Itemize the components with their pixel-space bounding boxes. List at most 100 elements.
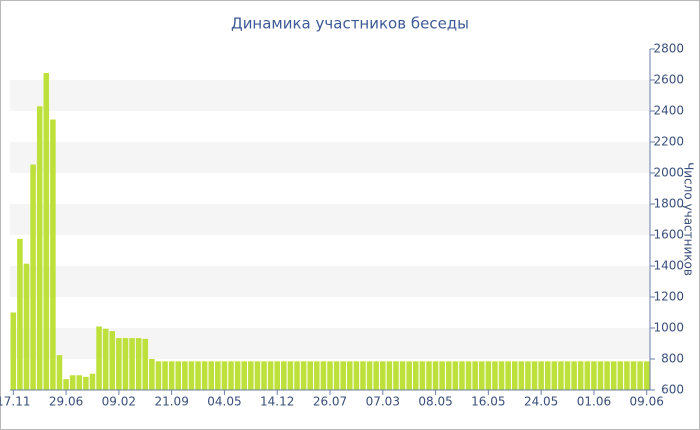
bar: [386, 361, 393, 390]
bar: [413, 361, 419, 390]
bar: [459, 361, 465, 390]
bar: [406, 361, 412, 390]
bar: [591, 361, 597, 390]
bar: [50, 119, 56, 391]
bar: [518, 361, 525, 390]
y-tick-label: 2400: [653, 104, 684, 118]
bar: [96, 326, 102, 390]
bar: [261, 361, 267, 390]
y-tick-label: 1800: [653, 197, 684, 211]
chart-title: Динамика участников беседы: [231, 15, 469, 33]
bar: [511, 361, 518, 390]
bar: [149, 359, 155, 390]
bar: [432, 361, 439, 390]
x-tick-label: 08.05: [418, 395, 452, 409]
bar: [228, 361, 234, 390]
bar: [426, 361, 432, 390]
bar: [320, 361, 327, 390]
y-tick-label: 800: [661, 352, 684, 366]
bar: [478, 361, 485, 390]
bar: [142, 338, 149, 390]
bar: [76, 375, 83, 390]
x-tick-label: 04.05: [207, 395, 241, 409]
bar: [498, 361, 505, 390]
bar: [505, 361, 511, 390]
bar: [30, 164, 36, 390]
bar: [307, 361, 313, 390]
y-tick-label: 2000: [653, 166, 684, 180]
bar: [637, 361, 643, 390]
bar: [63, 379, 69, 390]
bar: [274, 361, 280, 390]
bar: [465, 361, 472, 390]
bar: [287, 361, 294, 390]
x-tick-label: 09.02: [102, 395, 136, 409]
bar: [175, 361, 182, 390]
bar: [577, 361, 584, 390]
x-tick-label: 09.06: [630, 395, 664, 409]
grid-band: [10, 204, 650, 235]
bar: [617, 361, 624, 390]
bar: [241, 361, 247, 390]
y-tick-label: 1200: [653, 290, 684, 304]
bar: [564, 361, 571, 390]
bar: [571, 361, 577, 390]
bar: [485, 361, 492, 390]
bar: [300, 361, 307, 390]
bar: [327, 361, 333, 390]
bar: [254, 361, 261, 390]
bar: [472, 361, 478, 390]
bar: [393, 361, 399, 390]
bar: [281, 361, 287, 390]
bar: [551, 361, 558, 390]
x-tick-label: 29.06: [49, 395, 83, 409]
y-tick-label: 1000: [653, 321, 684, 335]
bar: [347, 361, 353, 390]
bar: [69, 375, 76, 390]
bar: [89, 373, 96, 390]
bar: [109, 331, 116, 390]
bar: [452, 361, 459, 390]
bar: [492, 361, 498, 390]
bar: [525, 361, 531, 390]
bar: [215, 361, 221, 390]
grid-band: [10, 266, 650, 297]
x-tick-label: 17.11: [0, 395, 30, 409]
bar: [267, 361, 274, 390]
bar: [439, 361, 445, 390]
bar: [360, 361, 366, 390]
grid-band: [10, 142, 650, 173]
bar: [56, 355, 63, 390]
bar: [23, 263, 30, 390]
y-tick-label: 2200: [653, 135, 684, 149]
bar: [584, 361, 591, 390]
bar: [544, 361, 551, 390]
bar: [314, 361, 320, 390]
x-tick-label: 21.09: [154, 395, 188, 409]
bar: [538, 361, 544, 390]
bar: [366, 361, 373, 390]
bar: [531, 361, 538, 390]
bar: [10, 312, 17, 390]
bar: [353, 361, 360, 390]
y-axis-title: Число участников: [682, 162, 696, 276]
bar: [333, 361, 340, 390]
y-tick-label: 2600: [653, 73, 684, 87]
x-tick-label: 16.05: [471, 395, 505, 409]
bar: [36, 106, 43, 390]
bar: [201, 361, 208, 390]
bar: [597, 361, 604, 390]
y-tick-label: 1600: [653, 228, 684, 242]
bar: [208, 361, 215, 390]
bar: [221, 361, 228, 390]
bar: [188, 361, 195, 390]
y-tick-label: 2800: [653, 42, 684, 56]
bar: [624, 361, 630, 390]
bar: [604, 361, 610, 390]
bar: [135, 338, 142, 390]
bar: [162, 361, 168, 390]
y-tick-label: 600: [661, 383, 684, 397]
bar: [102, 328, 109, 390]
bar: [643, 361, 650, 390]
